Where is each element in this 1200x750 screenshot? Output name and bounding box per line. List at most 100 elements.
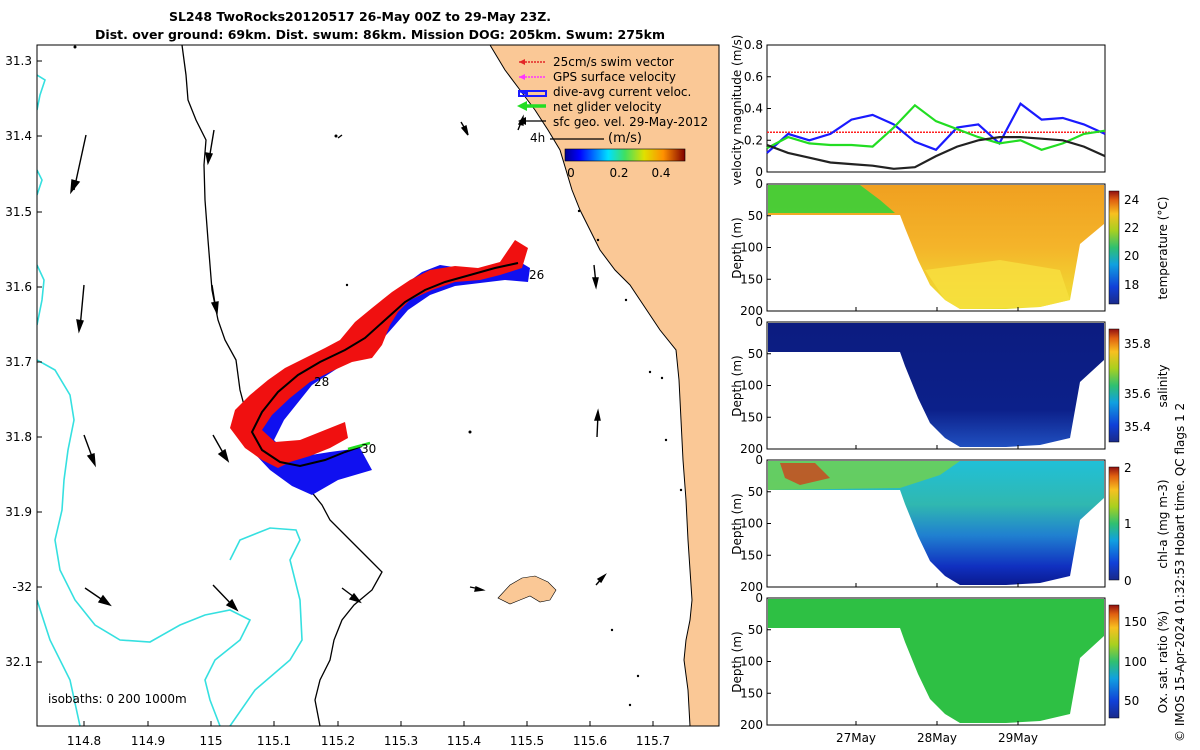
map-y-tick-label: 31.6 (5, 280, 32, 294)
temp-cbar-tick-2: 20 (1124, 249, 1139, 263)
map-y-tick-label: 31.4 (5, 129, 32, 143)
map-y-tick-label: 32.1 (5, 655, 32, 669)
map-x-tick-label: 115.3 (384, 734, 418, 748)
depth-tick-label: 100 (740, 379, 763, 393)
depth-tick-label: 200 (740, 304, 763, 318)
legend-geo-velocity: sfc geo. vel. 29-May-2012 (553, 115, 708, 129)
temp-depth-label: Depth (m) (730, 217, 744, 278)
day-label-28: 28 (314, 375, 329, 389)
map-x-tick-label: 115.1 (257, 734, 291, 748)
velocity-y-tick-label: 0.8 (744, 38, 763, 52)
map-legend: 25cm/s swim vector GPS surface velocity … (517, 55, 708, 180)
map-x-tick-label: 114.9 (131, 734, 165, 748)
chlorophyll-section: 2 1 0 chl-a (mg m-3) 0 50 100 150 200 Depth … (730, 453, 1170, 594)
map-y-tick-label: 31.3 (5, 54, 32, 68)
ox-cbar-tick-0: 150 (1124, 615, 1147, 629)
legend-swim-vector: 25cm/s swim vector (553, 55, 674, 69)
ox-cbar-label: Ox. sat. ratio (%) (1156, 611, 1170, 713)
chlorophyll-colorbar (1108, 466, 1120, 581)
depth-tick-label: 200 (740, 580, 763, 594)
isobaths-label: isobaths: 0 200 1000m (48, 692, 187, 706)
depth-tick-label: 0 (755, 315, 763, 329)
legend-dive-avg: dive-avg current veloc. (553, 85, 691, 99)
imos-credit: © IMOS 15-Apr-2024 01:32:53 Hobart time.… (1173, 403, 1187, 742)
chlorophyll-high-patch (780, 463, 830, 485)
velocity-series-sfc-geo-vel- (766, 136, 1106, 170)
temp-cbar-label: temperature (°C) (1156, 197, 1170, 300)
salinity-field (768, 323, 1104, 447)
depth-tick-label: 150 (740, 686, 763, 700)
colorbar-tick-0: 0 (567, 166, 575, 180)
depth-tick-label: 100 (740, 517, 763, 531)
velocity-plot-area (766, 44, 1106, 173)
chart-title-line1: SL248 TwoRocks20120517 26-May 00Z to 29-… (168, 9, 552, 24)
map-x-axis: 114.8 114.9 115 115.1 115.2 115.3 115.4 115.5 11… (67, 721, 670, 748)
oxygen-section: 150 100 50 Ox. sat. ratio (%) 0 50 100 150 2… (730, 591, 1170, 745)
x-tick-28may: 28May (917, 731, 957, 745)
speed-colorbar (564, 148, 686, 162)
sal-cbar-tick-1: 35.6 (1124, 387, 1151, 401)
depth-tick-label: 150 (740, 272, 763, 286)
temp-cbar-tick-0: 24 (1124, 193, 1139, 207)
velocity-series-net-glider-velocity (766, 103, 1106, 151)
depth-tick-label: 0 (755, 177, 763, 191)
map-y-tick-label: 31.7 (5, 355, 32, 369)
small-islets (73, 45, 683, 707)
map-y-axis: 31.3 31.4 31.5 31.6 31.7 31.8 31.9 -32 32.1 (5, 54, 42, 669)
colorbar-tick-1: 0.2 (609, 166, 628, 180)
depth-tick-label: 100 (740, 655, 763, 669)
map-frame (36, 44, 720, 727)
legend-gps-velocity: GPS surface velocity (553, 70, 676, 84)
depth-tick-label: 50 (748, 485, 763, 499)
x-tick-29may: 29May (998, 731, 1038, 745)
depth-tick-label: 150 (740, 410, 763, 424)
depth-tick-label: 50 (748, 209, 763, 223)
ox-cbar-tick-2: 50 (1124, 694, 1139, 708)
depth-tick-label: 150 (740, 548, 763, 562)
map-x-tick-label: 114.8 (67, 734, 101, 748)
day-label-26: 26 (529, 268, 544, 282)
chlorophyll-field (768, 461, 1104, 585)
oxygen-colorbar (1108, 604, 1120, 719)
map-x-tick-label: 115.5 (510, 734, 544, 748)
land-mainland (490, 45, 719, 726)
legend-net-velocity: net glider velocity (553, 100, 661, 114)
sal-depth-label: Depth (m) (730, 355, 744, 416)
day-label-30: 30 (361, 442, 376, 456)
map-y-tick-label: -32 (12, 580, 32, 594)
sal-cbar-label: salinity (1156, 364, 1170, 407)
salinity-colorbar (1108, 328, 1120, 443)
map-y-tick-label: 31.5 (5, 205, 32, 219)
depth-tick-label: 50 (748, 347, 763, 361)
velocity-y-tick-label: 0 (755, 165, 763, 179)
chl-cbar-tick-1: 1 (1124, 517, 1132, 531)
depth-tick-label: 0 (755, 591, 763, 605)
sal-cbar-tick-0: 35.8 (1124, 337, 1151, 351)
map-x-tick-label: 115.6 (573, 734, 607, 748)
velocity-y-tick-label: 0.4 (744, 102, 763, 116)
chl-cbar-tick-2: 0 (1124, 574, 1132, 588)
ox-cbar-tick-1: 100 (1124, 655, 1147, 669)
map-panel: 26 28 30 25cm/s swim vector GPS surface … (5, 44, 720, 748)
net-velocity-arrow (347, 441, 371, 451)
map-y-tick-label: 31.9 (5, 505, 32, 519)
colorbar-title: (m/s) (608, 131, 642, 146)
map-y-tick-label: 31.8 (5, 430, 32, 444)
velocity-series-dive-avg-current-veloc- (766, 102, 1106, 154)
scale-bar-label: 4h (530, 131, 545, 145)
velocity-y-tick-label: 0.2 (744, 133, 763, 147)
colorbar-tick-2: 0.4 (651, 166, 670, 180)
temperature-colorbar (1108, 190, 1120, 305)
velocity-y-label: velocity magnitude (m/s) (730, 35, 744, 186)
velocity-chart: 0 0.2 0.4 0.6 0.8 velocity magnitude (m/s) (730, 35, 1106, 186)
temperature-warm-surface (768, 185, 895, 213)
chl-cbar-label: chl-a (mg m-3) (1156, 479, 1170, 568)
map-x-tick-label: 115.7 (636, 734, 670, 748)
depth-tick-label: 0 (755, 453, 763, 467)
map-x-tick-label: 115 (200, 734, 223, 748)
sal-cbar-tick-2: 35.4 (1124, 420, 1151, 434)
velocity-series (766, 102, 1106, 170)
chl-depth-label: Depth (m) (730, 493, 744, 554)
depth-tick-label: 100 (740, 241, 763, 255)
